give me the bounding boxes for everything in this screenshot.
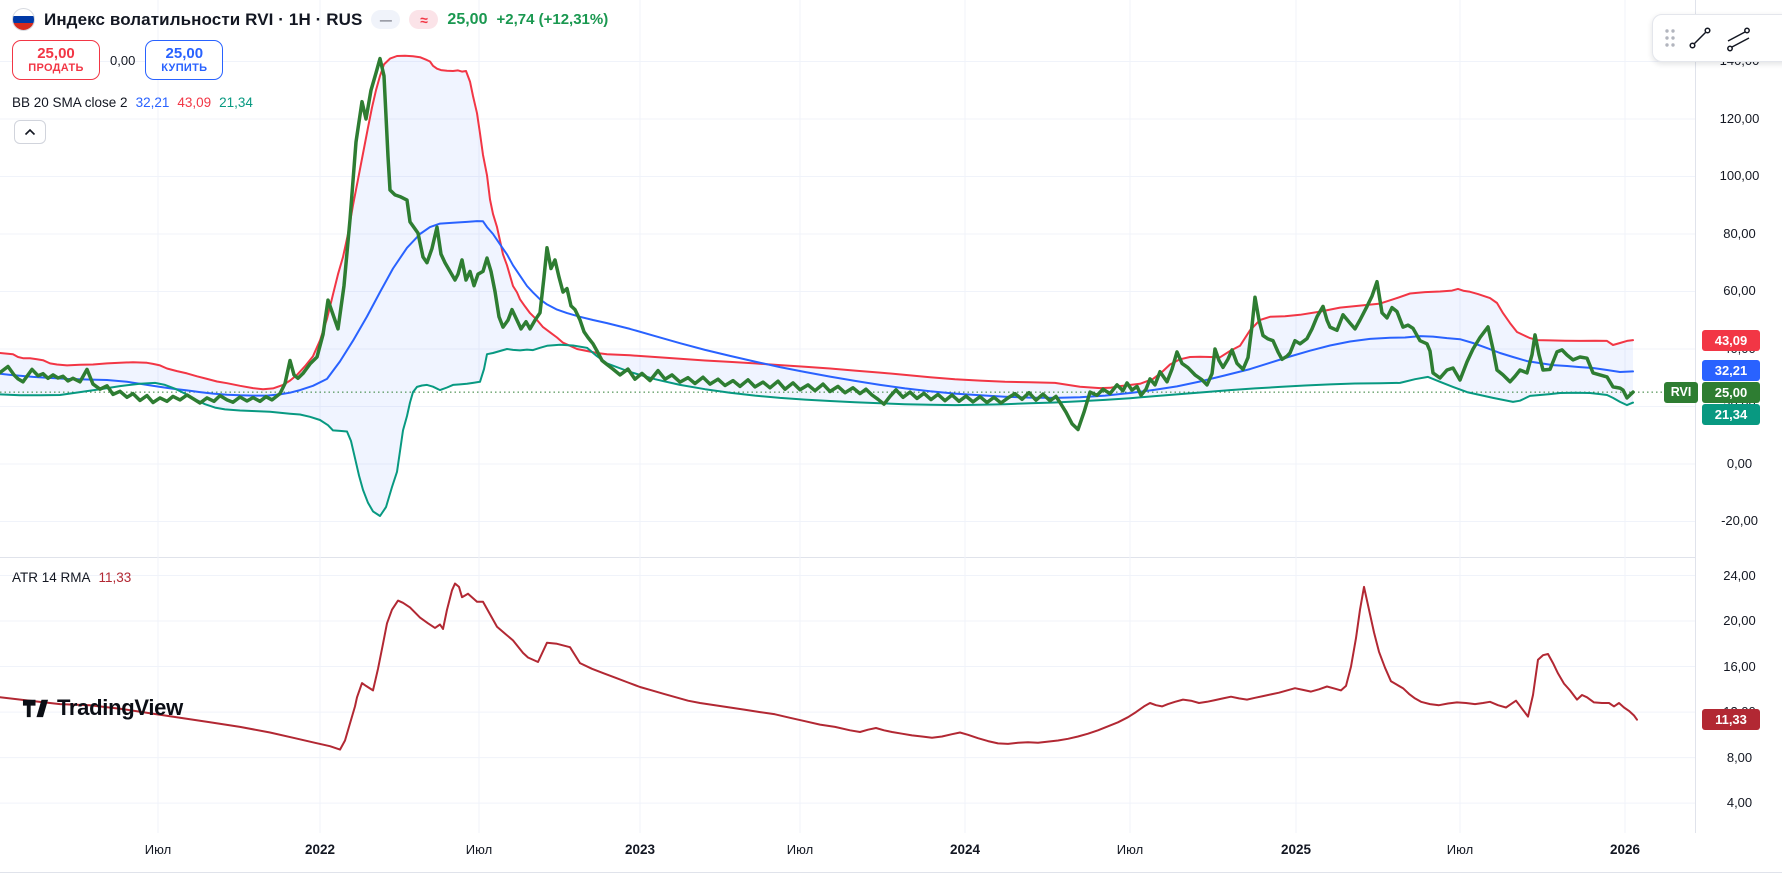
price-axis[interactable]: 140,00120,00100,0080,0060,0040,0020,000,… (1695, 0, 1782, 872)
symbol-price-tag: RVI (1664, 381, 1698, 403)
buy-label: КУПИТЬ (161, 62, 208, 75)
last-price: 25,00 (447, 10, 488, 28)
tradingview-watermark: TradingView (22, 694, 183, 721)
buy-price: 25,00 (165, 45, 204, 63)
russia-flag-icon (12, 8, 35, 31)
price-axis-label: 24,00 (1723, 567, 1756, 583)
bb-basis-value: 32,21 (135, 95, 170, 110)
time-axis-label: 2025 (1280, 842, 1312, 857)
symbol-title[interactable]: Индекс волатильности RVI · 1H · RUS (44, 9, 363, 29)
bb-indicator-legend[interactable]: BB 20 SMA close 2 32,21 43,09 21,34 (12, 95, 253, 110)
price-badge: 32,21 (1702, 359, 1760, 381)
approx-price-chip[interactable]: ≈ (409, 10, 439, 29)
time-axis-label: 2023 (624, 842, 656, 857)
atr-legend-title: ATR 14 RMA (12, 570, 91, 585)
price-axis-label: 120,00 (1719, 110, 1760, 126)
chevron-up-icon (24, 128, 36, 136)
price-badge: 11,33 (1702, 709, 1760, 731)
price-axis-label: 80,00 (1723, 225, 1756, 241)
price-badge: 43,09 (1702, 329, 1760, 351)
watermark-text: TradingView (57, 694, 183, 720)
atr-line (0, 582, 1638, 751)
price-axis-label: 4,00 (1726, 795, 1753, 811)
price-axis-label: 100,00 (1719, 168, 1760, 184)
bb_upper-line (0, 54, 1634, 391)
bottom-divider (0, 872, 1782, 873)
price-axis-label: 60,00 (1723, 283, 1756, 299)
price-change: +2,74 (+12,31%) (496, 11, 609, 28)
time-axis-label: Июл (465, 842, 493, 857)
sell-button[interactable]: 25,00 ПРОДАТЬ (12, 40, 100, 80)
rvi-line (0, 56, 1635, 432)
buy-button[interactable]: 25,00 КУПИТЬ (145, 40, 224, 80)
drag-handle-icon[interactable] (1663, 27, 1677, 49)
bb-lower-value: 21,34 (219, 95, 253, 110)
time-axis-label: 2026 (1609, 842, 1641, 857)
pane-separator[interactable] (0, 557, 1782, 558)
bb-legend-title: BB 20 SMA close 2 (12, 95, 128, 110)
bb-band-fill (0, 55, 1633, 516)
price-axis-label: 20,00 (1723, 613, 1756, 629)
time-axis-label: 2024 (949, 842, 981, 857)
collapse-legend-button[interactable] (14, 120, 46, 144)
price-badge: 21,34 (1702, 403, 1760, 425)
sell-label: ПРОДАТЬ (28, 62, 84, 75)
tradingview-logo-icon (22, 699, 49, 718)
time-axis-label: Июл (1446, 842, 1474, 857)
spread-value: 0,00 (110, 52, 136, 68)
bar-style-chip[interactable]: — (371, 10, 401, 29)
price-badge: 25,00 (1702, 381, 1760, 403)
price-axis-label: 8,00 (1726, 749, 1753, 765)
floating-toolbar (1652, 14, 1782, 62)
trend-line-tool-icon[interactable] (1685, 23, 1715, 53)
atr-indicator-legend[interactable]: ATR 14 RMA 11,33 (12, 570, 131, 585)
atr-pane[interactable] (0, 557, 1695, 833)
parallel-channel-tool-icon[interactable] (1723, 23, 1753, 53)
trade-panel: 25,00 ПРОДАТЬ 0,00 25,00 КУПИТЬ (12, 40, 224, 80)
bb-upper-value: 43,09 (177, 95, 212, 110)
bb_basis-line (0, 220, 1634, 399)
bb_lower-line (0, 343, 1634, 517)
time-axis[interactable]: Июл 2022 Июл 2023 Июл 2024 Июл 2025 Июл 2026 (0, 833, 1782, 872)
dash-icon: — (379, 12, 392, 27)
price-axis-label: -20,00 (1721, 513, 1758, 529)
time-axis-label: 2022 (304, 842, 336, 857)
main-pane[interactable] (0, 0, 1695, 557)
price-axis-label: 0,00 (1726, 455, 1753, 471)
time-axis-label: Июл (144, 842, 172, 857)
sell-price: 25,00 (37, 45, 75, 63)
atr-value: 11,33 (98, 570, 132, 585)
price-axis-label: 16,00 (1723, 658, 1756, 674)
time-axis-label: Июл (1116, 842, 1144, 857)
time-axis-label: Июл (786, 842, 814, 857)
approx-icon: ≈ (420, 11, 428, 28)
